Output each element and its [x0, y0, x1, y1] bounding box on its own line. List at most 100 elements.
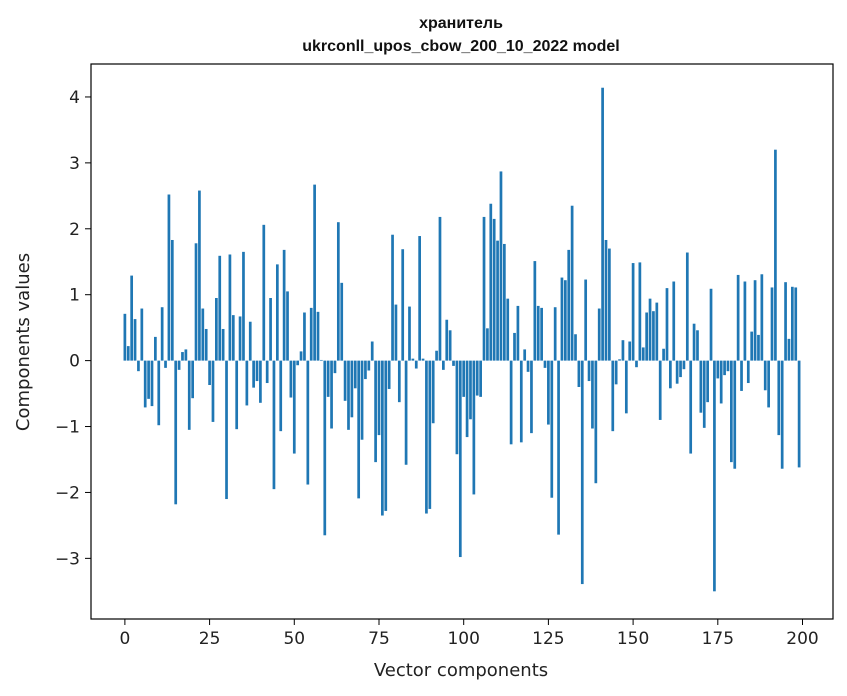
- bar: [326, 360, 330, 397]
- bar: [303, 312, 306, 361]
- bar: [787, 338, 791, 361]
- bar: [265, 360, 269, 384]
- bar: [458, 360, 462, 558]
- bar: [733, 360, 737, 469]
- bar: [147, 360, 150, 399]
- bar: [699, 360, 703, 413]
- bar: [194, 243, 198, 361]
- bar: [543, 360, 547, 368]
- bar: [479, 360, 482, 397]
- bar: [228, 254, 232, 361]
- bar: [289, 360, 293, 398]
- bar: [709, 288, 713, 361]
- bar: [330, 360, 333, 429]
- bar: [421, 358, 425, 361]
- bar: [475, 360, 479, 396]
- bar: [658, 360, 662, 420]
- bar: [519, 360, 523, 443]
- bar: [367, 360, 371, 371]
- y-tick-label: 4: [69, 88, 80, 108]
- bar: [198, 190, 201, 361]
- bar: [624, 360, 628, 414]
- bar: [465, 360, 469, 438]
- bar: [391, 234, 394, 361]
- bar: [360, 360, 364, 440]
- bar: [404, 360, 408, 465]
- bar: [679, 360, 682, 378]
- plot-area-frame: [90, 63, 834, 620]
- y-tick-label: 3: [69, 154, 80, 174]
- bar: [682, 360, 686, 370]
- bar: [272, 360, 276, 490]
- bar: [394, 304, 398, 361]
- bar: [652, 311, 655, 361]
- bar: [435, 350, 438, 361]
- bar: [530, 360, 533, 434]
- bar: [608, 248, 611, 361]
- bar: [641, 347, 645, 361]
- bar: [506, 298, 510, 361]
- bar: [438, 216, 442, 361]
- bar: [719, 360, 723, 404]
- bar: [584, 279, 588, 361]
- bar: [692, 323, 696, 361]
- bar: [225, 360, 228, 500]
- bar: [455, 360, 459, 455]
- bar: [631, 263, 635, 361]
- bar: [323, 360, 327, 536]
- bar: [296, 360, 300, 366]
- y-axis-ticks: −3 −2 −1 0 1 2 3 4: [55, 88, 91, 569]
- bar: [763, 360, 767, 391]
- bar: [381, 360, 384, 516]
- bar: [536, 305, 540, 361]
- bar: [181, 352, 184, 361]
- x-axis-label: Vector components: [374, 660, 548, 681]
- bar: [137, 360, 140, 372]
- bar: [211, 360, 215, 422]
- bar: [743, 281, 747, 361]
- bar: [604, 239, 608, 361]
- bar: [201, 308, 205, 361]
- bar: [560, 277, 564, 361]
- bar: [177, 360, 181, 370]
- y-tick-label: 2: [69, 220, 80, 240]
- bar: [672, 281, 676, 361]
- bar: [245, 360, 249, 406]
- bar: [411, 358, 415, 361]
- bar: [336, 222, 340, 361]
- bar: [723, 360, 726, 376]
- bar: [570, 205, 574, 361]
- bar: [509, 360, 513, 445]
- bar: [740, 360, 743, 391]
- bar: [516, 305, 520, 361]
- bar: [191, 360, 194, 399]
- bar: [313, 184, 316, 361]
- bar: [648, 298, 652, 361]
- bar: [594, 360, 598, 484]
- bar: [442, 360, 445, 370]
- bar: [496, 240, 499, 361]
- bar: [218, 255, 222, 361]
- bar: [259, 360, 262, 403]
- bar: [790, 286, 794, 361]
- bar: [513, 332, 516, 361]
- x-tick-label: 25: [199, 629, 221, 649]
- bar: [299, 351, 303, 361]
- x-tick-label: 75: [368, 629, 390, 649]
- y-tick-label: 1: [69, 286, 80, 306]
- x-tick-label: 0: [119, 629, 130, 649]
- bar: [154, 336, 157, 361]
- bar: [384, 360, 388, 511]
- bar: [255, 360, 259, 382]
- y-tick-label: 0: [69, 352, 80, 372]
- bar: [526, 360, 530, 372]
- bar: [614, 360, 618, 385]
- x-tick-label: 175: [702, 629, 734, 649]
- bar: [635, 360, 638, 368]
- bar: [797, 360, 801, 468]
- bar: [567, 249, 571, 361]
- bar: [597, 308, 601, 361]
- bar: [164, 360, 167, 368]
- bar: [377, 360, 381, 436]
- x-tick-label: 50: [283, 629, 305, 649]
